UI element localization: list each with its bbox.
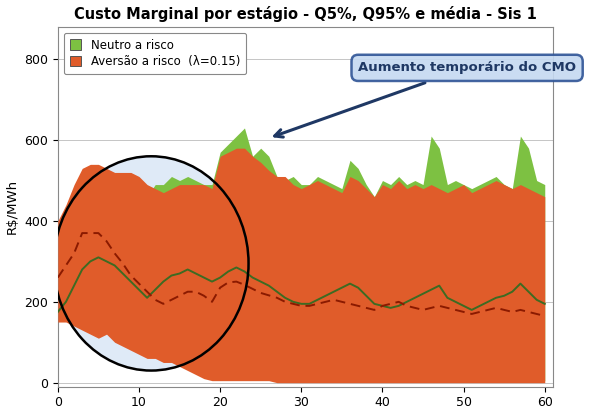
Ellipse shape xyxy=(54,156,249,371)
Title: Custo Marginal por estágio - Q5%, Q95% e média - Sis 1: Custo Marginal por estágio - Q5%, Q95% e… xyxy=(74,5,537,22)
Y-axis label: R$/MWh: R$/MWh xyxy=(5,179,18,234)
Text: Aumento temporário do CMO: Aumento temporário do CMO xyxy=(275,61,576,137)
Legend: Neutro a risco, Aversão a risco  (λ=0.15): Neutro a risco, Aversão a risco (λ=0.15) xyxy=(64,33,246,74)
